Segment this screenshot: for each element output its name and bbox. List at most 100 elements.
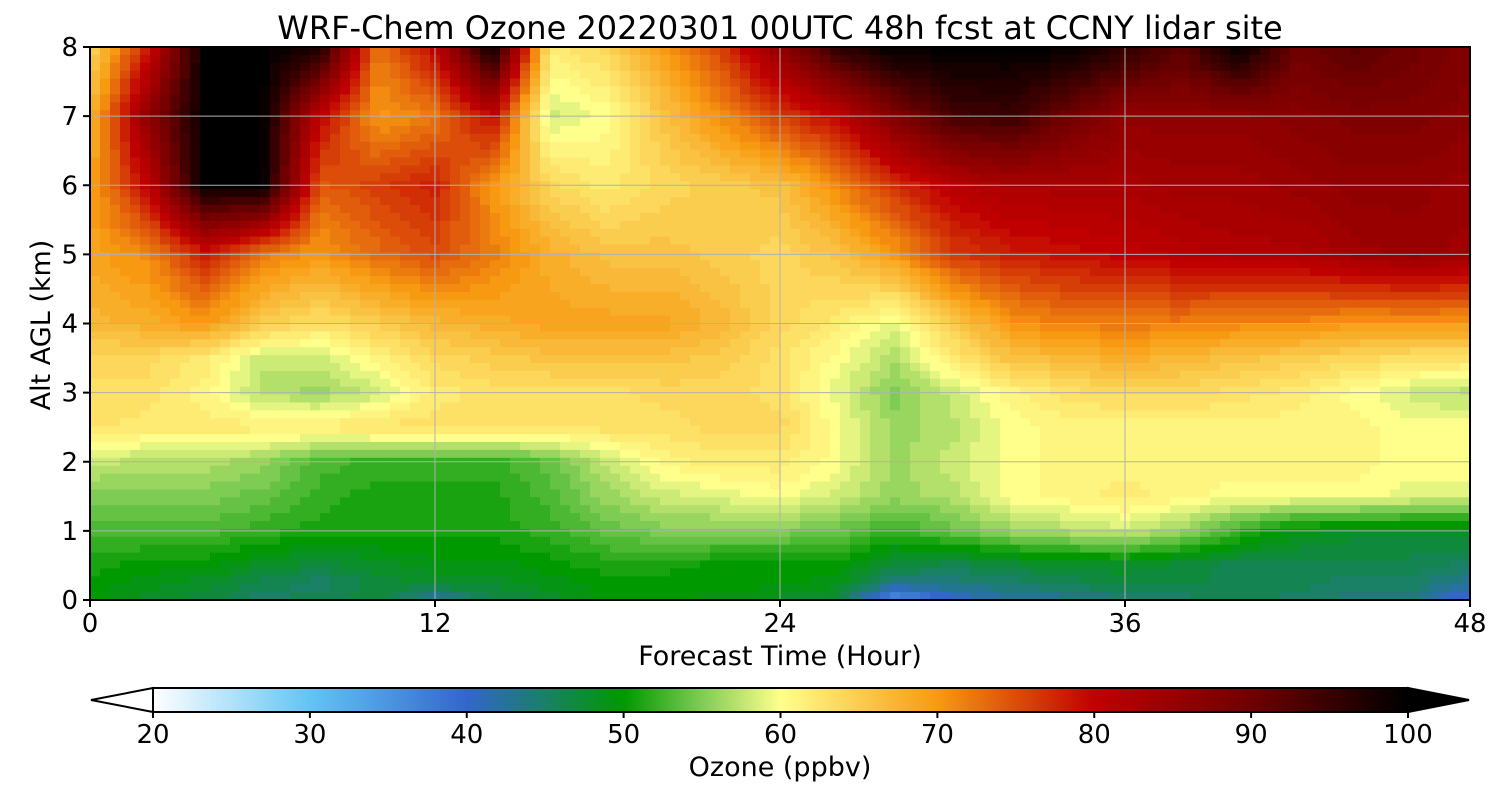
heatmap-cell — [520, 276, 531, 285]
heatmap-cell — [300, 307, 311, 317]
heatmap-cell — [480, 276, 491, 285]
heatmap-cell — [1350, 102, 1361, 111]
heatmap-cell — [200, 284, 211, 293]
heatmap-cell — [800, 118, 811, 127]
heatmap-cell — [1260, 86, 1271, 95]
heatmap-cell — [580, 189, 591, 198]
heatmap-cell — [1220, 165, 1231, 174]
heatmap-cell — [1400, 133, 1411, 143]
heatmap-cell — [940, 284, 951, 293]
heatmap-cell — [510, 141, 521, 151]
heatmap-cell — [320, 307, 331, 317]
heatmap-cell — [970, 141, 981, 151]
heatmap-cell — [1340, 205, 1351, 214]
heatmap-cell — [1420, 126, 1431, 135]
heatmap-cell — [770, 118, 781, 127]
heatmap-cell — [910, 102, 921, 111]
heatmap-cell — [300, 173, 311, 182]
heatmap-cell — [440, 268, 451, 277]
heatmap-cell — [380, 236, 391, 246]
heatmap-cell — [690, 323, 701, 332]
heatmap-cell — [1430, 149, 1441, 159]
heatmap-cell — [1090, 165, 1101, 174]
heatmap-cell — [660, 205, 671, 214]
heatmap-cell — [410, 244, 421, 253]
heatmap-cell — [850, 291, 861, 301]
heatmap-cell — [920, 54, 931, 64]
heatmap-cell — [750, 291, 761, 301]
heatmap-cell — [650, 315, 661, 325]
heatmap-cell — [440, 291, 451, 301]
heatmap-cell — [160, 189, 171, 198]
heatmap-cell — [160, 78, 171, 88]
heatmap-cell — [830, 299, 841, 309]
heatmap-cell — [680, 54, 691, 64]
heatmap-field — [90, 47, 1470, 600]
heatmap-cell — [1270, 307, 1281, 317]
heatmap-cell — [100, 220, 111, 230]
heatmap-cell — [930, 220, 941, 230]
heatmap-cell — [1230, 149, 1241, 159]
heatmap-cell — [1460, 141, 1470, 151]
heatmap-cell — [240, 228, 251, 238]
heatmap-cell — [1130, 189, 1141, 198]
heatmap-cell — [1210, 228, 1221, 238]
heatmap-cell — [190, 157, 201, 167]
heatmap-cell — [1360, 102, 1371, 111]
heatmap-cell — [700, 110, 711, 119]
heatmap-cell — [1000, 189, 1011, 198]
heatmap-cell — [1290, 47, 1301, 56]
heatmap-cell — [990, 212, 1001, 222]
heatmap-cell — [1160, 54, 1171, 64]
heatmap-cell — [1390, 118, 1401, 127]
heatmap-cell — [1030, 94, 1041, 103]
heatmap-cell — [270, 299, 281, 309]
heatmap-cell — [390, 141, 401, 151]
heatmap-cell — [960, 260, 971, 269]
heatmap-cell — [760, 86, 771, 95]
heatmap-cell — [550, 54, 561, 64]
heatmap-cell — [860, 102, 871, 111]
heatmap-cell — [230, 165, 241, 174]
heatmap-cell — [860, 173, 871, 182]
heatmap-cell — [400, 315, 411, 325]
heatmap-cell — [510, 94, 521, 103]
heatmap-cell — [350, 54, 361, 64]
heatmap-cell — [1340, 173, 1351, 182]
heatmap-cell — [890, 126, 901, 135]
heatmap-cell — [690, 315, 701, 325]
heatmap-cell — [100, 299, 111, 309]
heatmap-cell — [1060, 260, 1071, 269]
heatmap-cell — [1290, 244, 1301, 253]
heatmap-cell — [190, 260, 201, 269]
heatmap-cell — [1140, 173, 1151, 182]
heatmap-cell — [750, 244, 761, 253]
heatmap-cell — [190, 220, 201, 230]
heatmap-cell — [220, 149, 231, 159]
heatmap-cell — [1020, 268, 1031, 277]
heatmap-cell — [870, 212, 881, 222]
heatmap-cell — [1430, 62, 1441, 72]
heatmap-cell — [1020, 315, 1031, 325]
heatmap-cell — [780, 86, 791, 95]
heatmap-cell — [810, 126, 821, 135]
heatmap-cell — [180, 315, 191, 325]
heatmap-cell — [950, 78, 961, 88]
heatmap-cell — [1000, 126, 1011, 135]
heatmap-cell — [260, 276, 271, 285]
heatmap-cell — [220, 276, 231, 285]
heatmap-cell — [260, 133, 271, 143]
heatmap-cell — [1300, 126, 1311, 135]
heatmap-cell — [1320, 78, 1331, 88]
heatmap-cell — [620, 86, 631, 95]
heatmap-cell — [460, 118, 471, 127]
heatmap-cell — [350, 244, 361, 253]
heatmap-cell — [890, 276, 901, 285]
heatmap-cell — [140, 110, 151, 119]
heatmap-cell — [220, 118, 231, 127]
heatmap-cell — [110, 54, 121, 64]
heatmap-cell — [1400, 252, 1411, 261]
heatmap-cell — [1280, 228, 1291, 238]
heatmap-cell — [680, 189, 691, 198]
heatmap-cell — [250, 323, 261, 332]
